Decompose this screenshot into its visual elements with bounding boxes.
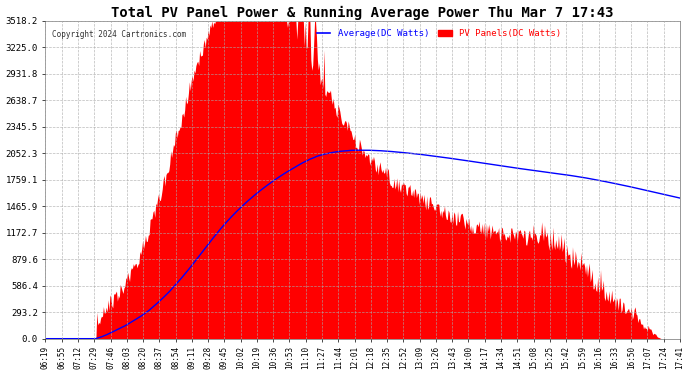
Text: Copyright 2024 Cartronics.com: Copyright 2024 Cartronics.com: [52, 30, 186, 39]
Title: Total PV Panel Power & Running Average Power Thu Mar 7 17:43: Total PV Panel Power & Running Average P…: [112, 6, 614, 20]
Legend: Average(DC Watts), PV Panels(DC Watts): Average(DC Watts), PV Panels(DC Watts): [313, 26, 564, 42]
